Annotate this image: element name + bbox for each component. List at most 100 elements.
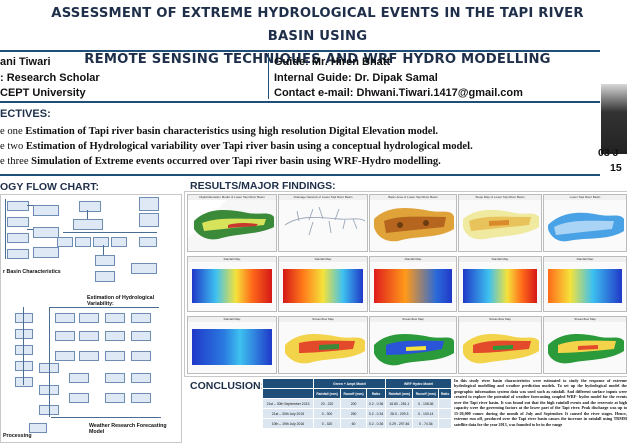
map-caption: Rainfall Map xyxy=(188,257,276,262)
result-map: Streamflow Map xyxy=(278,316,368,374)
flow-box xyxy=(57,237,73,247)
flow-box xyxy=(131,331,151,341)
table-cell: 0 - 74.36 xyxy=(412,418,440,429)
map-caption: Streamflow Map xyxy=(370,317,456,322)
flow-box xyxy=(131,351,151,361)
table-cell: 0.2 - 0.36 xyxy=(365,418,387,429)
result-map: Drainage Network of Lower Tapi River Bas… xyxy=(278,194,368,252)
title-line-2: remote sensing techniques and WRF Hydro … xyxy=(84,52,551,67)
result-map: Rainfall Map xyxy=(543,256,627,312)
map-caption: Slope Map of Lower Tapi River Basin xyxy=(459,195,541,200)
table-cell: 10th – 19th July 2016 xyxy=(262,418,314,429)
flow-connector xyxy=(23,307,24,385)
result-map: Rainfall Map xyxy=(187,256,277,312)
flow-box xyxy=(131,263,157,274)
objective-text: Estimation of Tapi river basin character… xyxy=(25,126,439,137)
flow-box xyxy=(105,393,125,403)
streamflow-map xyxy=(285,334,365,364)
results-panel: Digital Elevation Model of Lower Tapi Ri… xyxy=(184,191,627,377)
result-map: Streamflow Map xyxy=(458,316,542,374)
table-cell xyxy=(438,418,452,429)
objective-prefix: e three xyxy=(0,156,32,167)
flowchart-panel: r Basin Characteristics Estimation of Hy… xyxy=(0,194,182,443)
info-divider xyxy=(268,53,269,99)
objective-text: Simulation of Extreme events occurred ov… xyxy=(31,156,441,167)
flow-box xyxy=(7,233,29,243)
map-caption: Rainfall Map xyxy=(459,257,541,262)
title-rule xyxy=(0,50,600,52)
flow-box xyxy=(29,423,47,433)
flow-box xyxy=(105,373,125,383)
flow-connector xyxy=(103,245,104,255)
objective-item-1: e one Estimation of Tapi river basin cha… xyxy=(0,124,438,140)
author-block: ani Tiwari : Research Scholar CEPT Unive… xyxy=(0,55,100,102)
rainfall-field xyxy=(192,329,272,365)
map-caption: Digital Elevation Model of Lower Tapi Ri… xyxy=(188,195,276,200)
flow-connector xyxy=(27,205,33,206)
streamflow-map xyxy=(463,334,539,364)
rainfall-field xyxy=(374,269,452,303)
table-cell: 60 xyxy=(340,418,367,429)
conclusion-heading: CONCLUSION: xyxy=(190,380,265,392)
flow-label-wrf: Weather Research Forecasting Model xyxy=(89,423,167,435)
flow-connector xyxy=(51,417,161,418)
table-row: 10th – 19th July 2016 0 - 320 60 0.2 - 0… xyxy=(262,418,452,429)
flow-box xyxy=(105,313,125,323)
map-caption: Lower Tapi River Basin xyxy=(544,195,626,200)
guide-name: Guide: Mr. Hiren Bhatt xyxy=(274,56,391,68)
dem-map xyxy=(194,210,274,240)
map-caption: Streamflow Map xyxy=(459,317,541,322)
internal-guide-name: Internal Guide: Dr. Dipak Samal xyxy=(274,71,438,84)
objectives-heading: ECTIVES: xyxy=(0,108,51,120)
flow-box xyxy=(33,247,59,258)
flow-box xyxy=(131,373,151,383)
objective-item-2: e two Estimation of Hydrological variabi… xyxy=(0,139,473,155)
flow-box xyxy=(7,217,29,227)
table-cell: 0 - 300 xyxy=(312,408,342,419)
flow-box xyxy=(33,227,59,238)
table-row: 21st – 30th July 2015 0 - 300 250 0.2 - … xyxy=(262,408,452,419)
table-header-cell: Rainfall (mm) xyxy=(312,388,342,399)
flow-box xyxy=(131,393,151,403)
table-cell: 250 xyxy=(340,408,367,419)
table-cell: 20 - 220 xyxy=(312,398,342,409)
table-header-cell: Rainfall (mm) xyxy=(385,388,414,399)
flow-box xyxy=(105,331,125,341)
flow-box xyxy=(7,201,29,211)
table-cell: 21st – 30th September 2013 xyxy=(262,398,314,409)
map-caption: Streamflow Map xyxy=(279,317,367,322)
table-cell: 0 - 320 xyxy=(312,418,342,429)
flowchart-heading: OGY FLOW CHART: xyxy=(0,181,99,193)
slope-map xyxy=(463,209,539,240)
result-map: Rainfall Map xyxy=(187,316,277,374)
flow-box xyxy=(79,351,99,361)
result-map: Lower Tapi River Basin xyxy=(543,194,627,252)
flow-box xyxy=(79,313,99,323)
result-map: Streamflow Map xyxy=(543,316,627,374)
table-cell xyxy=(438,408,452,419)
rainfall-field xyxy=(192,269,272,303)
flow-box xyxy=(139,197,159,211)
author-org: CEPT University xyxy=(0,87,86,99)
objective-text: Estimation of Hydrological variability o… xyxy=(25,141,473,152)
title-line-1: Assessment of extreme hydrological event… xyxy=(51,6,584,44)
rainfall-field xyxy=(283,269,363,303)
table-cell xyxy=(438,398,452,409)
flow-connector xyxy=(63,232,157,233)
objective-prefix: e one xyxy=(0,126,26,137)
flow-box xyxy=(15,313,33,323)
result-map: Streamflow Map xyxy=(369,316,457,374)
author-photo xyxy=(601,84,627,154)
table-cell: 16.80 - 281.1 xyxy=(385,398,414,409)
flow-box xyxy=(105,351,125,361)
flow-box xyxy=(7,249,29,259)
flow-box xyxy=(131,313,151,323)
map-caption: Rainfall Map xyxy=(370,257,456,262)
date-line-1: 03 J xyxy=(598,147,619,159)
info-rule xyxy=(0,101,600,103)
map-caption: Rainfall Map xyxy=(279,257,367,262)
flow-box xyxy=(15,377,33,387)
flow-label-hydrological: Estimation of Hydrological Variability: xyxy=(87,295,155,307)
flow-box xyxy=(55,351,75,361)
basin-map xyxy=(548,212,624,242)
